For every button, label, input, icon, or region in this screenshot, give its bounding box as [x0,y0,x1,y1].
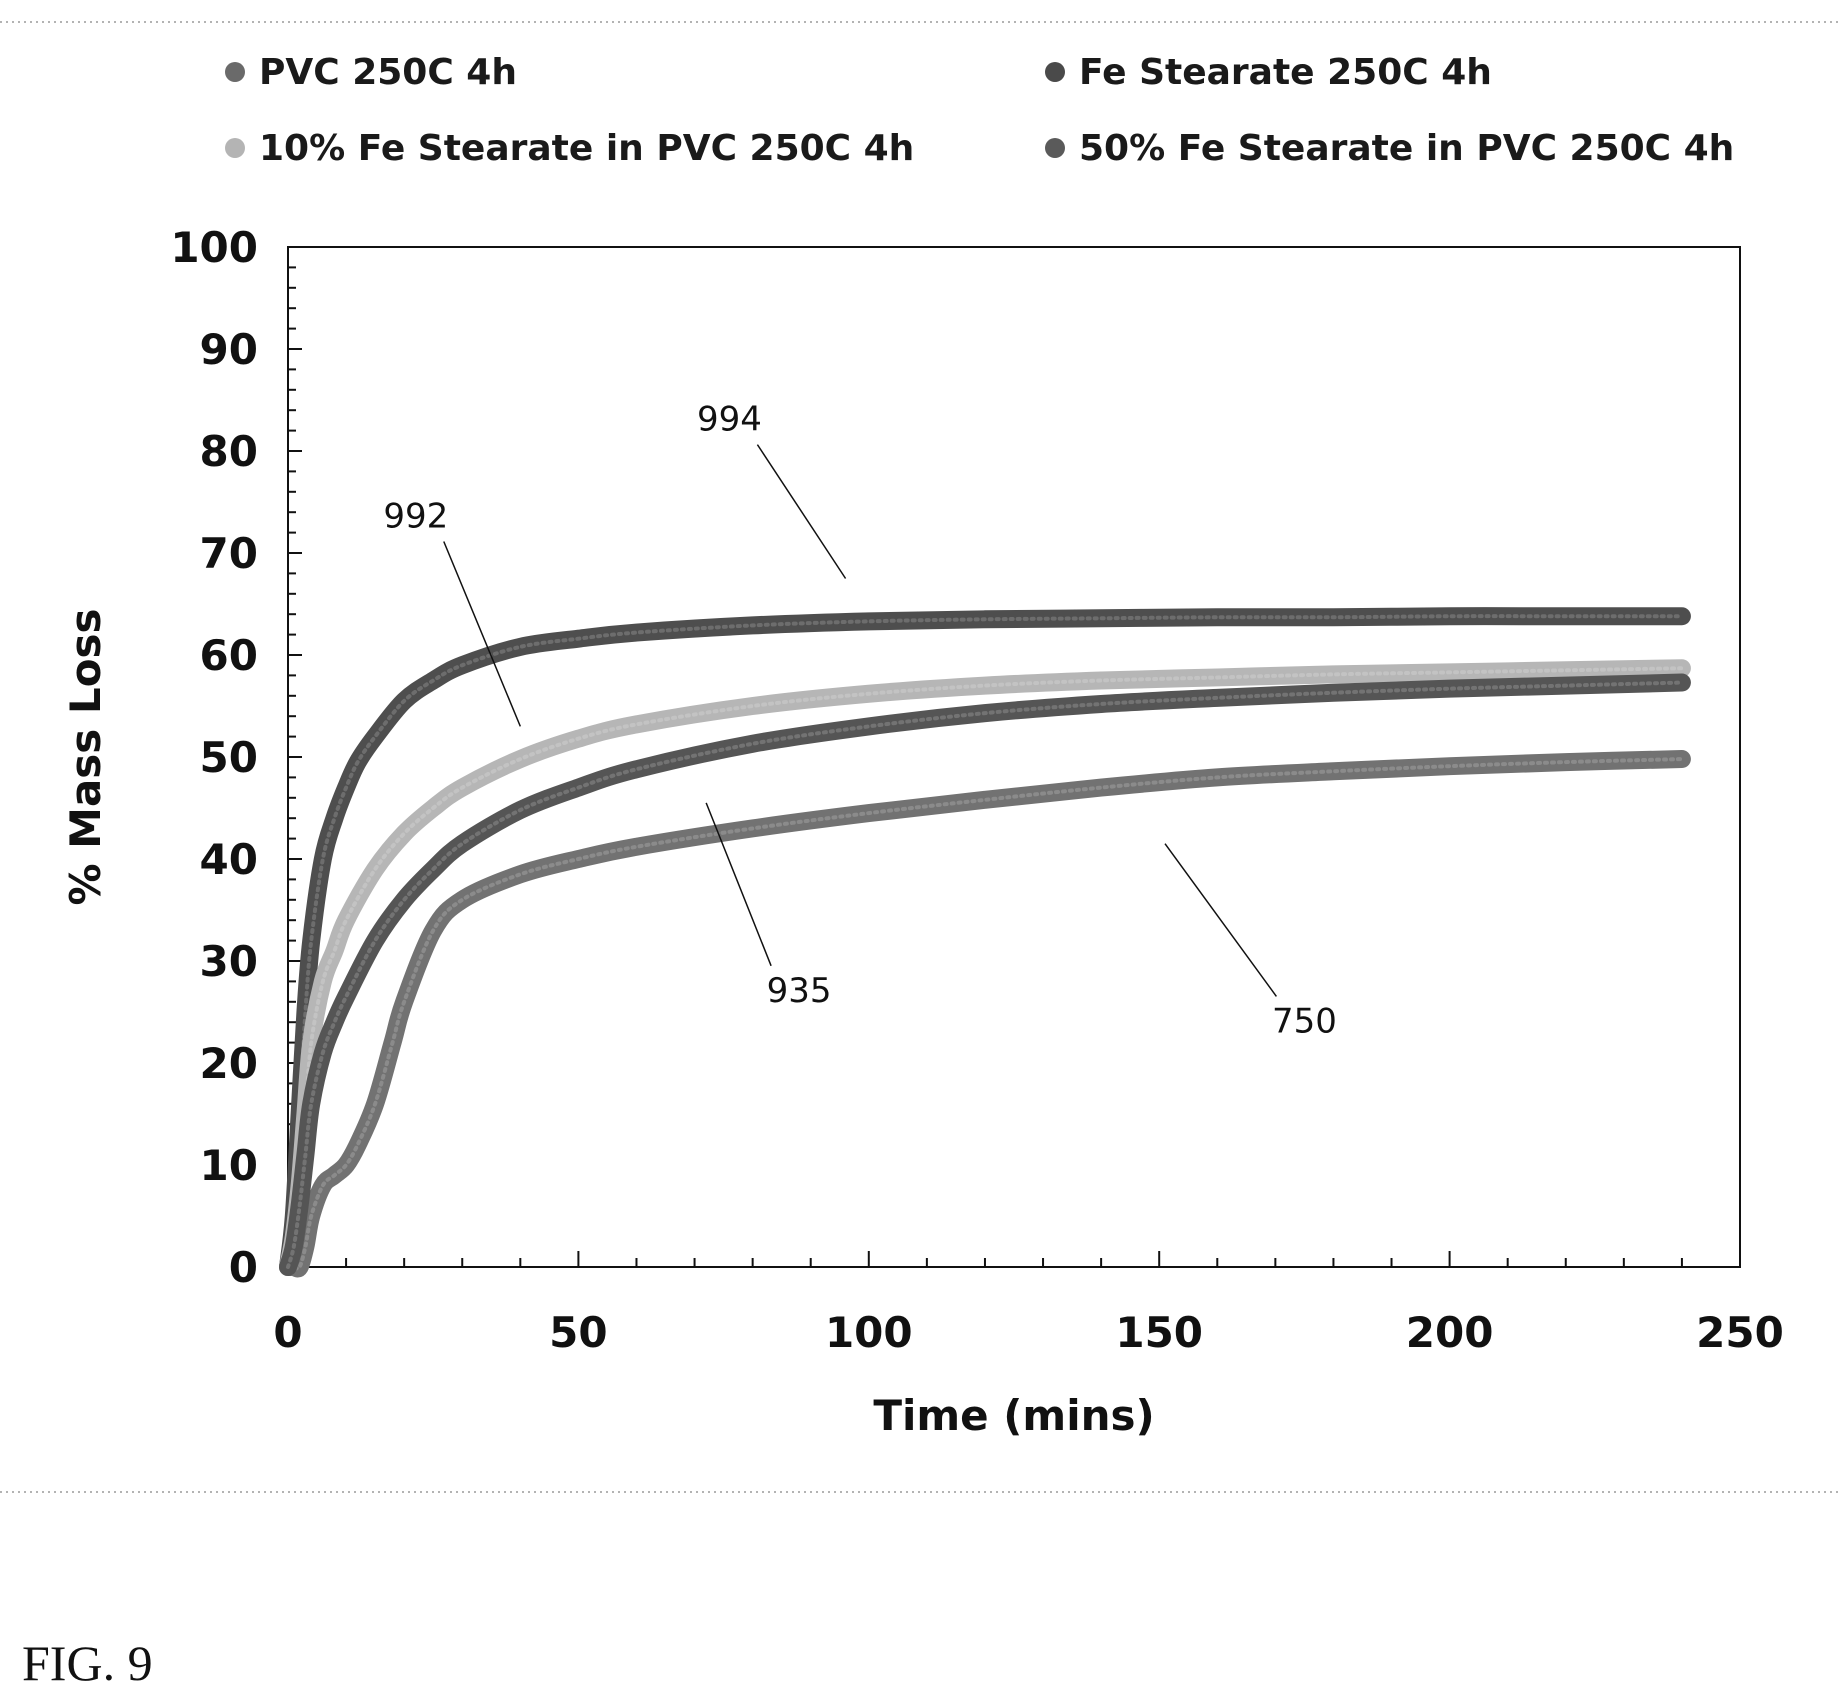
x-tick-label: 100 [825,1308,913,1357]
y-tick-label: 60 [200,631,258,680]
y-tick-label: 20 [200,1039,258,1088]
y-tick-label: 40 [200,835,258,884]
annotation-layer: 994 992 935 750 [383,400,1337,1042]
series-texture [286,757,1684,1271]
y-tick-label: 30 [200,937,258,986]
reference-label: 935 [705,802,832,1011]
reference-numeral: 750 [1272,1001,1337,1041]
series-line [279,673,1691,1276]
legend-item: 50% Fe Stearate in PVC 250C 4h [1045,128,1734,169]
legend-label: Fe Stearate 250C 4h [1079,52,1492,93]
axis-tick-labels: 0 10 20 30 40 50 60 70 80 90 100 0 50 100 150 200 250 [170,223,1784,1357]
y-tick-label: 10 [200,1141,258,1190]
reference-label: 994 [697,400,847,579]
series-texture [286,680,1684,1269]
legend-label: PVC 250C 4h [259,52,517,93]
leader-line [443,541,522,727]
reference-numeral: 935 [767,971,832,1011]
leader-line [705,802,772,967]
series-layer [279,607,1691,1278]
series-line [279,607,1691,1276]
series-2 [279,607,1691,1276]
y-tick-label: 70 [200,529,258,578]
y-tick-label: 0 [229,1243,258,1292]
series-line [279,750,1691,1278]
legend-marker [1045,62,1065,82]
reference-label: 992 [383,497,522,727]
legend: PVC 250C 4h Fe Stearate 250C 4h 10% Fe Ste… [225,52,1734,169]
y-tick-label: 90 [200,325,258,374]
series-texture [286,614,1684,1269]
legend-marker [225,138,245,158]
reference-numeral: 994 [697,400,762,440]
legend-marker [225,62,245,82]
reference-label: 750 [1164,843,1337,1041]
y-tick-label: 100 [170,223,258,272]
series-1 [279,750,1691,1278]
legend-label: 50% Fe Stearate in PVC 250C 4h [1079,128,1734,169]
x-tick-label: 150 [1115,1308,1203,1357]
series-4 [279,673,1691,1276]
legend-item: Fe Stearate 250C 4h [1045,52,1492,93]
leader-line [756,444,847,579]
x-tick-label: 0 [273,1308,302,1357]
series-3 [279,659,1691,1276]
leader-line [1164,843,1278,997]
reference-numeral: 992 [383,497,448,537]
x-axis-title: Time (mins) [873,1391,1154,1440]
x-tick-label: 200 [1406,1308,1494,1357]
figure-caption: FIG. 9 [22,1635,153,1691]
x-tick-label: 50 [549,1308,607,1357]
legend-item: PVC 250C 4h [225,52,517,93]
x-tick-label: 250 [1696,1308,1784,1357]
y-tick-label: 50 [200,733,258,782]
legend-item: 10% Fe Stearate in PVC 250C 4h [225,128,914,169]
legend-label: 10% Fe Stearate in PVC 250C 4h [259,128,914,169]
series-texture [286,666,1684,1269]
y-axis-title: % Mass Loss [61,608,110,905]
legend-marker [1045,138,1065,158]
y-tick-label: 80 [200,427,258,476]
series-line [279,659,1691,1276]
